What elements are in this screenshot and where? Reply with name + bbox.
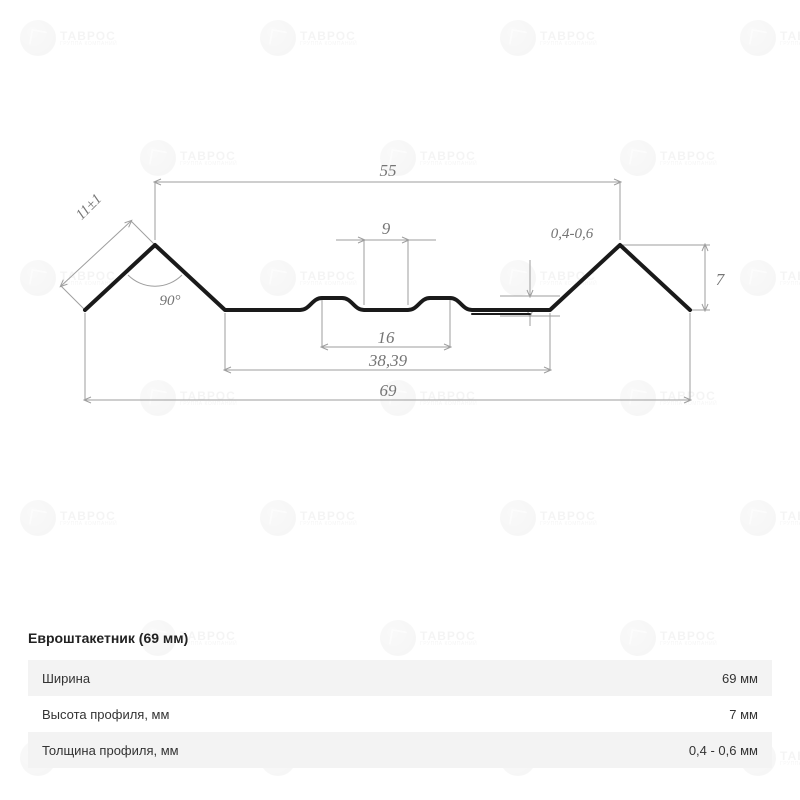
technical-drawing: 55 9 16 38,39 69 0,4-0,6 7 11±1 90° (0, 100, 800, 420)
spec-label: Толщина профиля, мм (42, 743, 179, 758)
svg-text:69: 69 (380, 381, 398, 400)
spec-row: Толщина профиля, мм 0,4 - 0,6 мм (28, 732, 772, 768)
spec-value: 69 мм (722, 671, 758, 686)
svg-text:0,4-0,6: 0,4-0,6 (551, 226, 594, 242)
svg-text:16: 16 (378, 328, 396, 347)
svg-text:11±1: 11±1 (73, 191, 105, 223)
svg-text:90°: 90° (160, 293, 181, 309)
spec-table: Евроштакетник (69 мм) Ширина 69 мм Высота … (28, 630, 772, 768)
svg-text:55: 55 (380, 161, 397, 180)
spec-label: Ширина (42, 671, 90, 686)
spec-label: Высота профиля, мм (42, 707, 169, 722)
spec-row: Высота профиля, мм 7 мм (28, 696, 772, 732)
spec-value: 0,4 - 0,6 мм (689, 743, 758, 758)
spec-row: Ширина 69 мм (28, 660, 772, 696)
svg-text:38,39: 38,39 (368, 351, 408, 370)
spec-value: 7 мм (729, 707, 758, 722)
spec-title: Евроштакетник (69 мм) (28, 630, 772, 646)
svg-text:7: 7 (716, 270, 726, 289)
svg-text:9: 9 (382, 219, 391, 238)
